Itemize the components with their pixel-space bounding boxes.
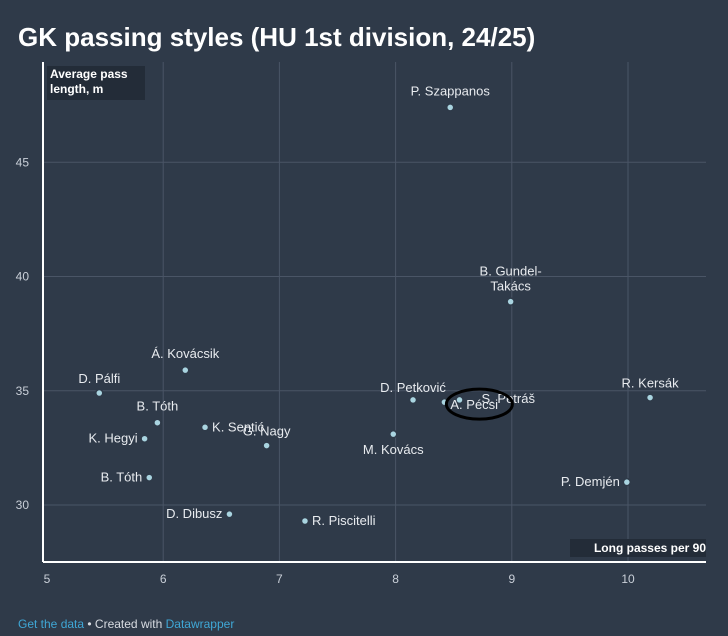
y-tick-label: 30 — [16, 498, 30, 512]
point-label: G. Nagy — [243, 424, 291, 439]
highlight-ellipse — [444, 387, 514, 421]
point-labels: P. Szappanos B. Gundel-Takács Á. Kovácsik D… — [78, 83, 679, 528]
y-tick-label: 45 — [16, 155, 30, 169]
point-label: R. Piscitelli — [312, 513, 376, 528]
get-data-link[interactable]: Get the data — [18, 617, 85, 631]
x-tick-label: 5 — [44, 572, 51, 586]
point-label: P. Szappanos — [411, 83, 491, 98]
data-point[interactable] — [645, 393, 655, 402]
data-point[interactable] — [95, 388, 104, 398]
data-point[interactable] — [200, 423, 210, 432]
point-label: M. Kovács — [363, 442, 424, 457]
x-tick-label: 7 — [276, 572, 283, 586]
data-point[interactable] — [145, 473, 154, 482]
data-points — [95, 103, 655, 526]
axis-titles: Average pass length, m Long passes per 90 — [47, 66, 706, 557]
point-label: K. Sentić — [212, 419, 265, 434]
data-point[interactable] — [455, 395, 464, 405]
x-tick-label: 10 — [621, 572, 635, 586]
data-point[interactable] — [300, 516, 310, 526]
footer-separator: • Created with — [84, 617, 166, 631]
x-axis-title-bg — [570, 539, 706, 557]
data-point[interactable] — [506, 297, 515, 306]
y-axis-title-bg — [47, 66, 145, 100]
point-label: P. Demjén — [561, 474, 620, 489]
point-label: B. Gundel-Takács — [480, 264, 542, 294]
data-point[interactable] — [225, 509, 234, 519]
data-point[interactable] — [445, 103, 455, 112]
point-label: R. Kersák — [622, 376, 680, 391]
point-label: B. Tóth — [137, 399, 179, 414]
x-axis-title: Long passes per 90 — [594, 541, 706, 555]
point-label: D. Petković — [380, 380, 446, 395]
grid — [42, 62, 706, 563]
point-label: D. Dibusz — [166, 506, 222, 521]
point-label: D. Pálfi — [78, 371, 120, 386]
x-tick-label: 9 — [508, 572, 515, 586]
x-tick-label: 6 — [160, 572, 167, 586]
data-point[interactable] — [408, 395, 418, 405]
data-point[interactable] — [181, 365, 190, 375]
footer: Get the data • Created with Datawrapper — [18, 617, 234, 631]
tick-labels: 5 6 7 8 9 10 30 35 40 45 — [16, 155, 635, 586]
data-point[interactable] — [153, 418, 162, 427]
y-tick-label: 40 — [16, 270, 30, 284]
data-point[interactable] — [389, 429, 398, 439]
datawrapper-link[interactable]: Datawrapper — [165, 617, 235, 631]
data-point[interactable] — [622, 477, 632, 487]
point-label: B. Tóth — [101, 470, 143, 485]
data-point[interactable] — [262, 441, 271, 450]
highlights — [444, 387, 514, 421]
point-label: A. Pécsi — [450, 397, 498, 412]
x-tick-label: 8 — [392, 572, 399, 586]
y-axis-title: Average pass length, m — [50, 67, 128, 96]
y-tick-label: 35 — [16, 384, 30, 398]
chart-title: GK passing styles (HU 1st division, 24/2… — [18, 22, 536, 52]
point-label: K. Hegyi — [88, 431, 137, 446]
point-label: Á. Kovácsik — [151, 346, 219, 361]
data-point[interactable] — [140, 434, 149, 443]
